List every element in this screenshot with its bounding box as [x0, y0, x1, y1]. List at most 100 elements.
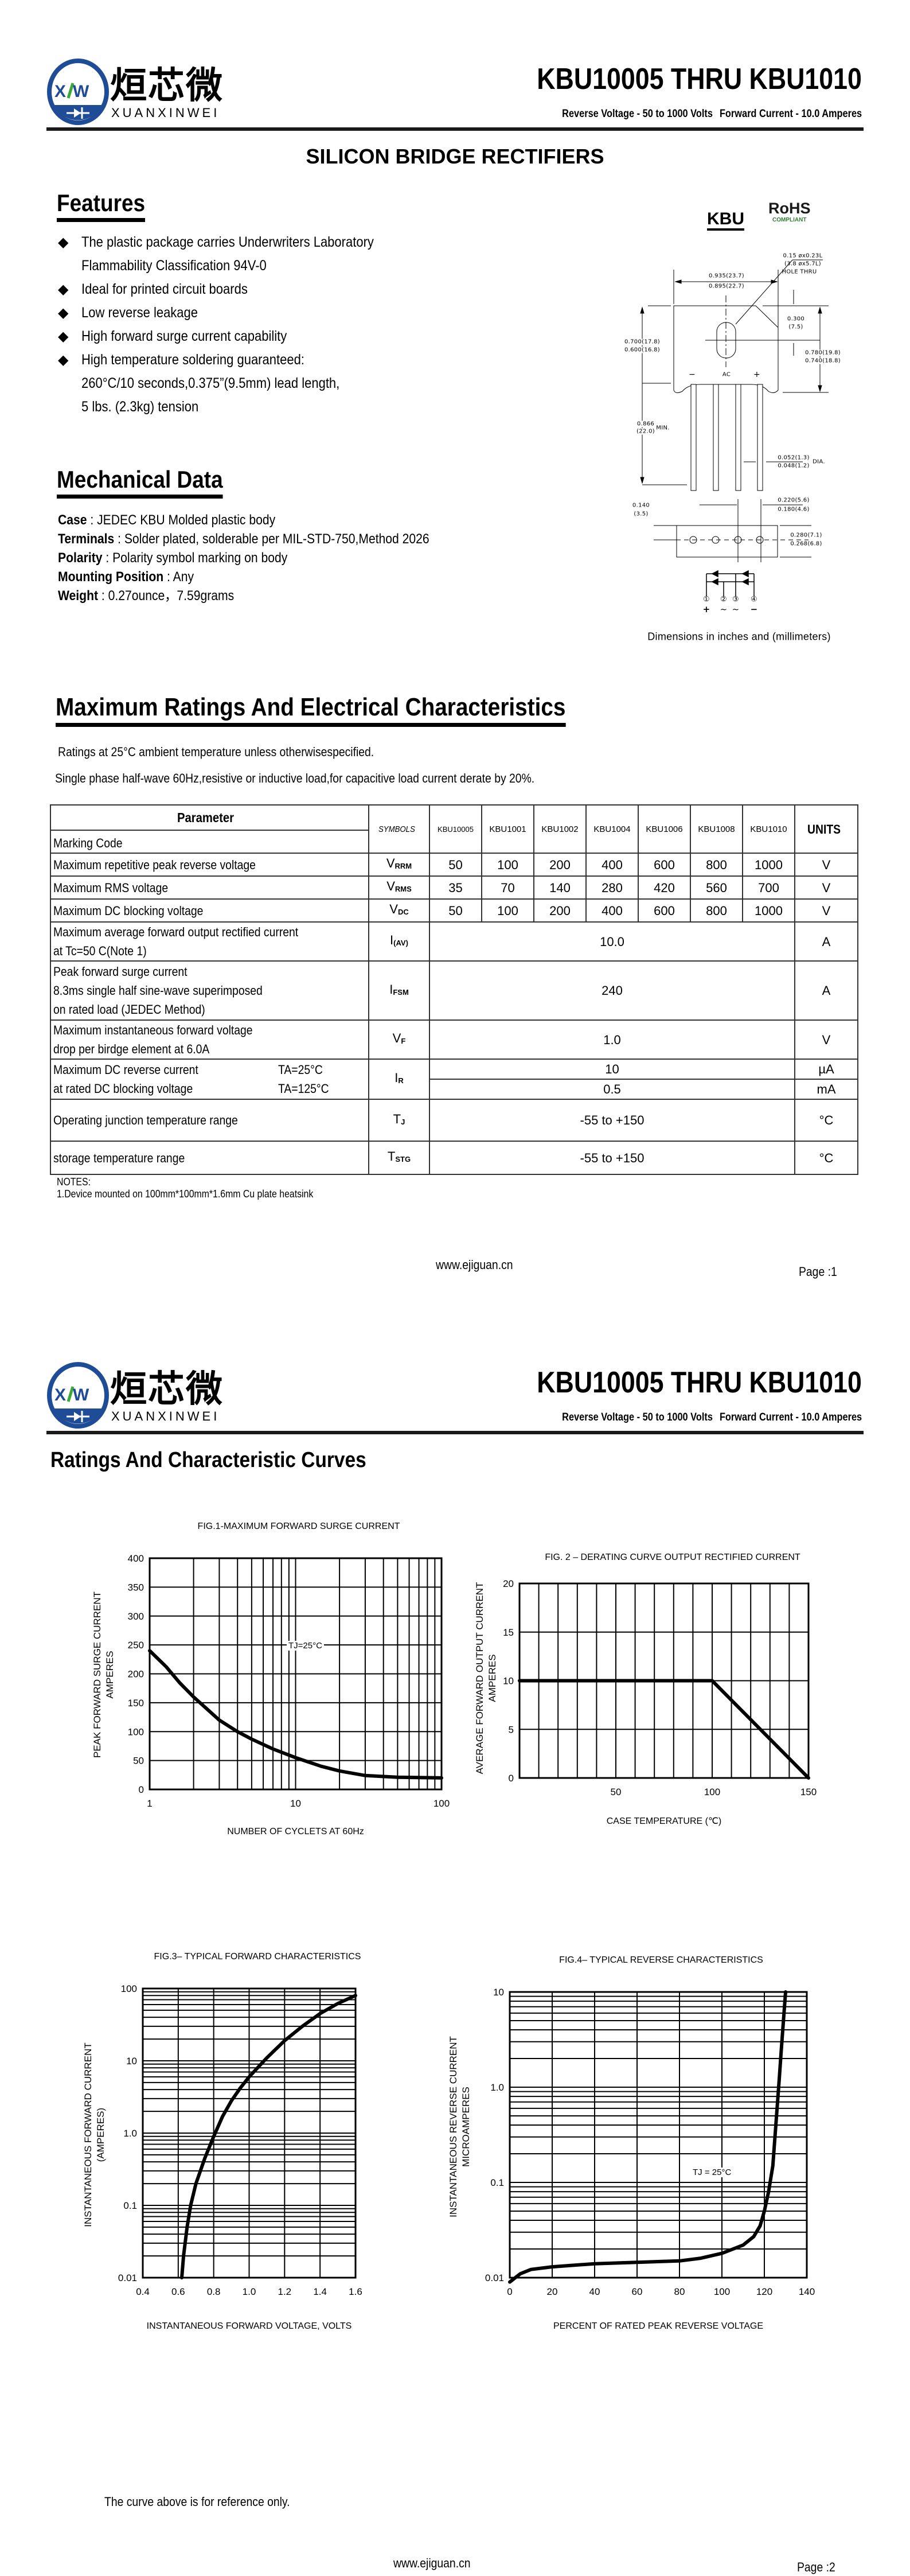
logo-english-name: XUANXINWEI: [111, 1409, 220, 1423]
diamond-bullet-icon: ◆: [58, 235, 69, 250]
param-cell: Maximum average forward output rectified…: [50, 921, 369, 962]
value-cell: 600: [638, 898, 691, 923]
dim-label: 0.866: [636, 421, 655, 427]
chart-1-curve: [148, 1649, 443, 1780]
y-tick-label: 50: [133, 1756, 144, 1766]
pin-sign: ~: [732, 604, 740, 614]
header-parameter: Parameter: [50, 804, 369, 831]
value-cell: 100: [481, 853, 534, 877]
footer-page-number: Page :1: [799, 1264, 837, 1279]
y-tick-label: 0: [509, 1773, 514, 1784]
pin-number: ③: [732, 595, 739, 604]
pin-number: ②: [720, 595, 727, 604]
y-tick-label: 20: [503, 1578, 514, 1589]
company-logo-icon: X W: [47, 59, 109, 125]
footer-page-number: Page :2: [797, 2560, 835, 2574]
dim-label: (7.5): [788, 324, 803, 330]
value-cell: 140: [533, 875, 587, 900]
value-cell: 100: [481, 898, 534, 923]
dim-label: 0.300: [787, 316, 805, 322]
mech-weight: Weight : 0.27ounce，7.59grams: [58, 588, 235, 604]
y-tick-label: 1.0: [490, 2082, 504, 2093]
dim-label: 0.280(7.1): [790, 532, 822, 539]
dim-label: 0.935(23.7): [709, 273, 744, 279]
x-tick-label: 20: [547, 2286, 558, 2297]
table-row: Maximum DC blocking voltage VDC 50 100 2…: [50, 898, 858, 923]
value-cell: 10: [429, 1059, 795, 1080]
chart-2-y-axis-label: AVERAGE FORWARD OUTPUT CURRENT AMPERES: [474, 1582, 499, 1775]
value-cell: 0.5: [429, 1079, 795, 1100]
mechanical-data: Case : JEDEC KBU Molded plastic body Ter…: [58, 511, 480, 605]
y-tick-label: 400: [128, 1553, 144, 1564]
dim-label: 0.700(17.8): [624, 338, 660, 345]
param-cell: Maximum instantaneous forward voltage dro…: [50, 1019, 369, 1060]
value-cell: 1.0: [429, 1019, 795, 1060]
chart-4-curve: [508, 1990, 787, 2284]
dim-label: 0.140: [632, 502, 650, 509]
dim-label: 0.268(6.8): [790, 540, 822, 547]
x-tick-label: 0.4: [136, 2286, 150, 2297]
forward-current-spec: Forward Current - 10.0 Amperes: [719, 108, 862, 120]
value-cell: 700: [742, 875, 795, 900]
param-cell: Maximum RMS voltage: [50, 875, 369, 900]
page-header: X W 烜芯微 XUANXINWEI KBU10005 THRU KBU1010…: [0, 1355, 910, 1435]
plot-frame: [142, 1987, 357, 2279]
value-cell: 200: [533, 898, 587, 923]
dim-label: 0.780(19.8): [805, 349, 841, 356]
dim-label: 0.052(1.3): [778, 454, 810, 461]
ratings-note-2: Single phase half-wave 60Hz,resistive or…: [55, 771, 535, 785]
value-cell: 600: [638, 853, 691, 877]
dim-label: DIA.: [813, 458, 825, 465]
x-tick-label: 100: [704, 1787, 720, 1797]
reverse-voltage-spec: Reverse Voltage - 50 to 1000 Volts: [561, 108, 713, 120]
value-cell: -55 to +150: [429, 1141, 795, 1175]
header-model: KBU1001: [481, 804, 534, 854]
document-subtitle: Reverse Voltage - 50 to 1000 Volts Forwar…: [555, 1411, 862, 1424]
table-row: 0.5 mA: [50, 1079, 858, 1100]
value-cell: 800: [690, 898, 743, 923]
y-tick-label: 200: [128, 1669, 144, 1680]
x-tick-label: 150: [800, 1787, 817, 1797]
chart-3-title: FIG.3– TYPICAL FORWARD CHARACTERISTICS: [154, 1952, 361, 1962]
dim-label: 0.895(22.7): [709, 283, 744, 290]
svg-text:W: W: [73, 82, 89, 101]
y-tick-label: 100: [121, 1983, 137, 1994]
y-axis-label-line: INSTANTANEOUS REVERSE CURRENT: [448, 2036, 459, 2217]
x-tick-label: 0.8: [207, 2286, 221, 2297]
param-cell: storage temperature range: [50, 1141, 369, 1175]
feature-item: ◆ Low reverse leakage: [58, 301, 413, 325]
symbol-cell: IR: [368, 1059, 430, 1100]
value-cell: 200: [533, 853, 587, 877]
y-tick-label: 1.0: [123, 2128, 137, 2139]
unit-cell: °C: [794, 1141, 858, 1175]
chart-2-title: FIG. 2 – DERATING CURVE OUTPUT RECTIFIED…: [545, 1552, 800, 1562]
plot-frame: [509, 1991, 808, 2279]
chart-1-y-axis-label: PEAK FORWARD SURGE CURRENT AMPERES: [91, 1591, 116, 1758]
svg-text:W: W: [73, 1386, 89, 1404]
header-units: UNITS: [794, 804, 858, 854]
x-tick-label: 120: [756, 2286, 772, 2297]
table-row: Operating junction temperature range TJ …: [50, 1099, 858, 1142]
chart-2-plot: 50 100 150 0 5 10 15 20: [503, 1578, 817, 1797]
x-tick-label: 1.2: [278, 2286, 292, 2297]
unit-cell: A: [794, 921, 858, 962]
document-title: KBU10005 THRU KBU1010: [537, 63, 862, 96]
page-header: X W 烜芯微 XUANXINWEI KBU10005 THRU KBU1010…: [0, 52, 910, 132]
symbol-cell: VRMS: [368, 875, 430, 900]
diamond-bullet-icon: ◆: [58, 352, 69, 368]
x-tick-label: 1.4: [313, 2286, 327, 2297]
dim-label: 0.180(4.6): [778, 506, 810, 513]
y-tick-label: 100: [128, 1726, 144, 1737]
feature-item: ◆ Ideal for printed circuit boards: [58, 278, 413, 301]
y-axis-label-line: PEAK FORWARD SURGE CURRENT: [92, 1591, 103, 1758]
header-model: KBU1010: [742, 804, 795, 854]
header-model: KBU1006: [638, 804, 691, 854]
value-cell: 1000: [742, 898, 795, 923]
svg-text:X: X: [54, 1386, 66, 1404]
dim-label: (22.0): [636, 428, 655, 435]
y-tick-label: 0.01: [485, 2273, 504, 2283]
x-tick-label: 1: [147, 1798, 152, 1809]
x-tick-label: 0.6: [171, 2286, 185, 2297]
value-cell: 400: [585, 853, 639, 877]
chart-3-y-axis-label: INSTANTANEOUS FORWARD CURRENT (AMPERES): [82, 2042, 107, 2227]
